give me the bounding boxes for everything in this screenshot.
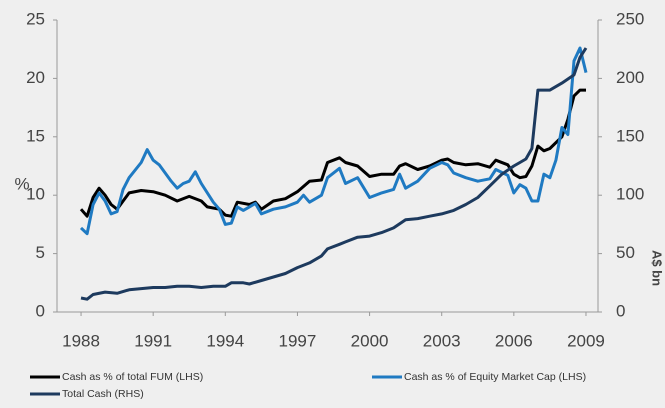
y2-axis-label: A$ bn <box>650 250 665 286</box>
legend-label: Total Cash (RHS) <box>62 388 144 400</box>
series-line <box>79 88 586 218</box>
y-tick-label: 20 <box>26 68 45 87</box>
y2-tick-label: 250 <box>616 9 644 28</box>
y2-tick-label: 100 <box>616 185 644 204</box>
legend-label: Cash as % of Equity Market Cap (LHS) <box>404 371 586 383</box>
y2-tick-label: 150 <box>616 126 644 145</box>
y2-tick-label: 0 <box>616 301 625 320</box>
series-line <box>80 47 588 301</box>
x-tick-label: 2006 <box>495 331 533 350</box>
x-tick-label: 1994 <box>206 331 244 350</box>
y2-tick-label: 50 <box>616 243 635 262</box>
legend-label: Cash as % of total FUM (LHS) <box>62 371 203 383</box>
y-tick-label: 25 <box>26 9 45 28</box>
x-tick-label: 2003 <box>423 331 461 350</box>
y-tick-label: 0 <box>36 301 45 320</box>
x-tick-label: 1988 <box>62 331 100 350</box>
y2-tick-label: 200 <box>616 68 644 87</box>
x-tick-label: 2009 <box>567 331 605 350</box>
x-tick-label: 1997 <box>279 331 317 350</box>
y-tick-label: 15 <box>26 126 45 145</box>
x-tick-label: 1991 <box>134 331 172 350</box>
y-tick-label: 10 <box>26 185 45 204</box>
y-tick-label: 5 <box>36 243 45 262</box>
y-axis-label: % <box>14 174 29 193</box>
x-tick-label: 2000 <box>351 331 389 350</box>
series-line <box>79 46 588 236</box>
